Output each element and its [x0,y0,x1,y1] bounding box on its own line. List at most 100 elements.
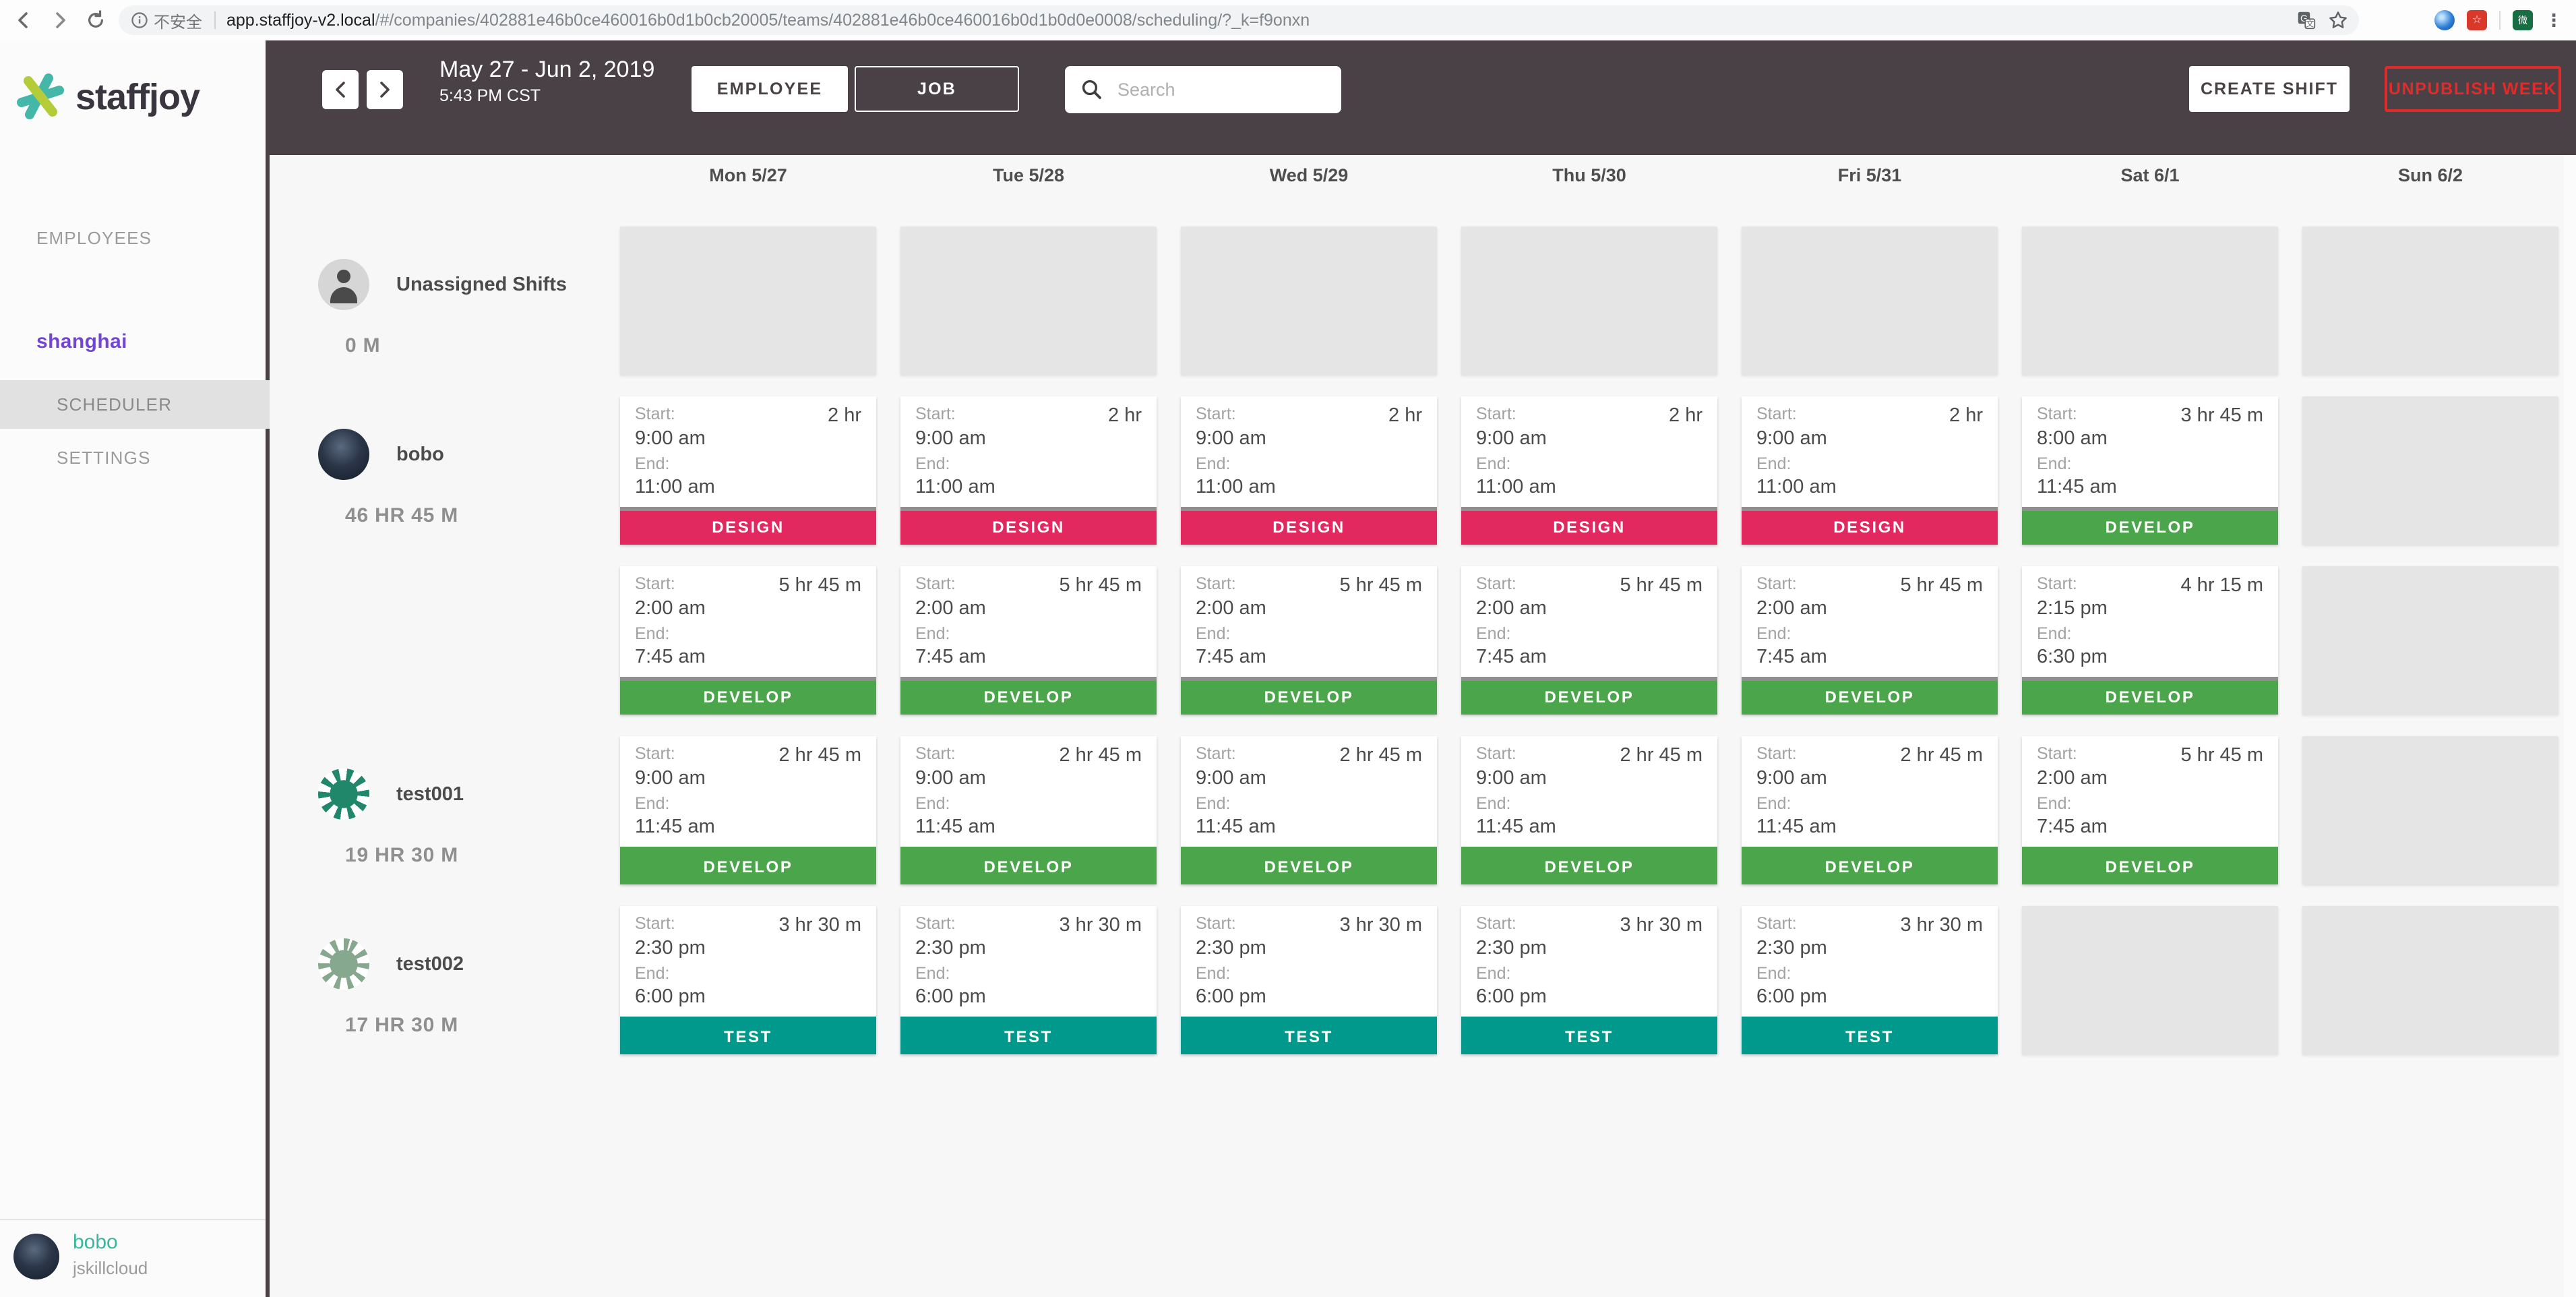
employee-hours: 0 M [345,334,381,357]
browser-back-button[interactable] [8,5,38,35]
shift-job-bar[interactable]: DEVELOP [1742,677,1998,715]
browser-forward-button[interactable] [46,5,75,35]
shift-card-body: Start: 3 hr 30 m 2:30 pm End: 6:00 pm [900,906,1157,1008]
staffjoy-logo[interactable]: staffjoy [13,70,200,124]
browser-reload-button[interactable] [81,5,111,35]
shift-card[interactable]: Start: 5 hr 45 m 2:00 am End: 7:45 am DEVELOP [1742,566,1998,715]
shift-card[interactable]: Start: 3 hr 30 m 2:30 pm End: 6:00 pm TEST [1742,906,1998,1054]
shift-job-bar[interactable]: TEST [1742,1017,1998,1054]
shift-job-bar[interactable]: TEST [1181,1017,1437,1054]
shift-card[interactable]: Start: 3 hr 30 m 2:30 pm End: 6:00 pm TEST [1461,906,1717,1054]
shift-job-bar[interactable]: DEVELOP [1181,677,1437,715]
shift-card[interactable]: Start: 2 hr 45 m 9:00 am End: 11:45 am DEVELO… [1181,736,1437,884]
empty-shift-placeholder[interactable] [2022,227,2278,375]
shift-job-bar[interactable]: DEVELOP [900,677,1157,715]
shift-job-bar[interactable]: DEVELOP [2022,677,2278,715]
shift-job-bar[interactable]: DEVELOP [1181,847,1437,884]
red-extension-icon[interactable]: ☆ [2467,10,2487,30]
shift-end-label: End: [635,964,670,983]
empty-shift-placeholder[interactable] [2022,906,2278,1054]
shift-card[interactable]: Start: 3 hr 30 m 2:30 pm End: 6:00 pm TEST [900,906,1157,1054]
sidebar-item-settings[interactable]: SETTINGS [57,448,151,468]
shift-duration: 4 hr 15 m [2180,574,2264,596]
shift-line: Start: 3 hr 30 m [915,914,1142,936]
shift-line: Start: 5 hr 45 m [1196,574,1422,596]
shift-job-bar[interactable]: TEST [900,1017,1157,1054]
shift-card[interactable]: Start: 5 hr 45 m 2:00 am End: 7:45 am DEVELOP [1461,566,1717,715]
shift-job-bar[interactable]: DEVELOP [1742,847,1998,884]
shift-job-bar[interactable]: DESIGN [900,507,1157,545]
green-extension-icon[interactable]: 微 [2513,10,2533,30]
shift-card[interactable]: Start: 5 hr 45 m 2:00 am End: 7:45 am DEVELOP [620,566,876,715]
shift-job-bar[interactable]: DESIGN [1461,507,1717,545]
shift-start-label: Start: [915,404,956,423]
empty-shift-placeholder[interactable] [2302,396,2558,545]
job-view-toggle[interactable]: JOB [855,66,1019,112]
shift-job-bar[interactable]: DEVELOP [620,847,876,884]
shift-card[interactable]: Start: 3 hr 30 m 2:30 pm End: 6:00 pm TEST [1181,906,1437,1054]
shift-card[interactable]: Start: 2 hr 9:00 am End: 11:00 am DESIGN [1181,396,1437,545]
shift-job-bar[interactable]: DEVELOP [1461,847,1717,884]
shift-card[interactable]: Start: 2 hr 9:00 am End: 11:00 am DESIGN [1742,396,1998,545]
shift-job-bar[interactable]: DEVELOP [620,677,876,715]
sidebar-item-employees[interactable]: EMPLOYEES [36,228,152,248]
previous-week-button[interactable] [322,70,359,109]
empty-shift-placeholder[interactable] [620,227,876,375]
shift-card-body: Start: 2 hr 45 m 9:00 am End: 11:45 am [620,736,876,839]
empty-shift-placeholder[interactable] [2302,566,2558,715]
search-box[interactable] [1065,66,1341,113]
shift-card-body: Start: 3 hr 30 m 2:30 pm End: 6:00 pm [1181,906,1437,1008]
shift-card[interactable]: Start: 5 hr 45 m 2:00 am End: 7:45 am DEVELOP [900,566,1157,715]
shift-card[interactable]: Start: 2 hr 45 m 9:00 am End: 11:45 am DEVELO… [620,736,876,884]
shift-start-time: 2:30 pm [635,937,706,959]
shift-duration: 3 hr 30 m [1900,914,1984,936]
translate-icon[interactable]: G文 [2297,11,2316,30]
shift-job-bar[interactable]: TEST [1461,1017,1717,1054]
shift-card[interactable]: Start: 2 hr 9:00 am End: 11:00 am DESIGN [620,396,876,545]
empty-shift-placeholder[interactable] [2302,227,2558,375]
shift-line: Start: 3 hr 30 m [1196,914,1422,936]
empty-shift-placeholder[interactable] [1181,227,1437,375]
scrollbar-track[interactable] [2564,155,2576,1297]
shift-end-label: End: [1476,454,1511,473]
shift-end-label: End: [1476,964,1511,983]
unpublish-week-button[interactable]: UNPUBLISH WEEK [2385,66,2561,112]
shift-duration: 3 hr 30 m [778,914,862,936]
sidebar-user-footer[interactable]: bobo jskillcloud [0,1219,266,1297]
next-week-button[interactable] [367,70,403,109]
shift-job-bar[interactable]: TEST [620,1017,876,1054]
shift-job-bar[interactable]: DESIGN [620,507,876,545]
shift-card[interactable]: Start: 3 hr 30 m 2:30 pm End: 6:00 pm TEST [620,906,876,1054]
shift-card[interactable]: Start: 2 hr 45 m 9:00 am End: 11:45 am DEVELO… [900,736,1157,884]
shift-card[interactable]: Start: 2 hr 9:00 am End: 11:00 am DESIGN [1461,396,1717,545]
shift-job-bar[interactable]: DESIGN [1742,507,1998,545]
shift-card[interactable]: Start: 2 hr 45 m 9:00 am End: 11:45 am DEVELO… [1461,736,1717,884]
shift-card[interactable]: Start: 3 hr 45 m 8:00 am End: 11:45 am DEVELO… [2022,396,2278,545]
shift-card[interactable]: Start: 5 hr 45 m 2:00 am End: 7:45 am DEVELOP [1181,566,1437,715]
empty-shift-placeholder[interactable] [1742,227,1998,375]
shift-job-bar[interactable]: DEVELOP [1461,677,1717,715]
shift-card[interactable]: Start: 2 hr 45 m 9:00 am End: 11:45 am DEVELO… [1742,736,1998,884]
bookmark-star-icon[interactable] [2328,10,2348,30]
empty-shift-placeholder[interactable] [2302,906,2558,1054]
shift-job-bar[interactable]: DESIGN [1181,507,1437,545]
url-bar[interactable]: 不安全 app.staffjoy-v2.local /#/companies/4… [119,5,2359,35]
empty-shift-placeholder[interactable] [1461,227,1717,375]
staffjoy-asterisk-icon [17,73,64,119]
shift-card[interactable]: Start: 4 hr 15 m 2:15 pm End: 6:30 pm DEVELOP [2022,566,2278,715]
empty-shift-placeholder[interactable] [2302,736,2558,884]
blue-lens-extension-icon[interactable] [2434,10,2455,30]
shift-job-bar[interactable]: DEVELOP [2022,847,2278,884]
create-shift-button[interactable]: CREATE SHIFT [2189,66,2350,112]
shift-card[interactable]: Start: 5 hr 45 m 2:00 am End: 7:45 am DEVELOP [2022,736,2278,884]
browser-menu-icon[interactable]: ⋮ [2545,10,2563,30]
empty-shift-placeholder[interactable] [900,227,1157,375]
sidebar-team-name[interactable]: shanghai [36,330,127,353]
shift-card[interactable]: Start: 2 hr 9:00 am End: 11:00 am DESIGN [900,396,1157,545]
employee-view-toggle[interactable]: EMPLOYEE [692,66,848,112]
shift-job-bar[interactable]: DEVELOP [2022,507,2278,545]
shift-end-time: 6:00 pm [1476,986,1547,1007]
shift-job-bar[interactable]: DEVELOP [900,847,1157,884]
sidebar-item-scheduler[interactable]: SCHEDULER [0,380,322,429]
search-input[interactable] [1115,78,1322,102]
